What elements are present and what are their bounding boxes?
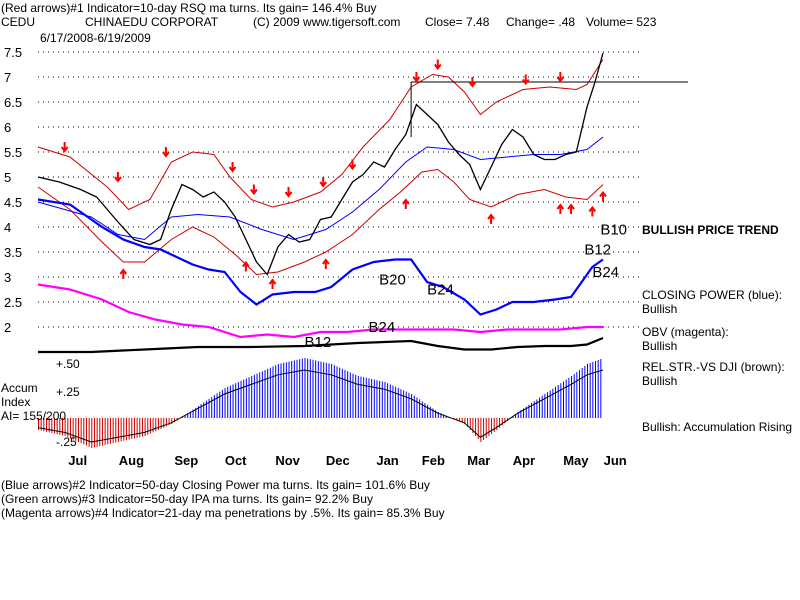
lower-band-line [37, 168, 604, 276]
red-arrow-down [521, 74, 530, 86]
x-tick-label: Sep [174, 453, 198, 468]
signal-label: B12 [305, 334, 332, 351]
y-tick-label: 7 [4, 70, 11, 85]
red-arrow-up [588, 205, 597, 217]
y-tick-label: 6.5 [4, 95, 22, 110]
header-close: Close= 7.48 [425, 15, 490, 29]
red-arrow-up [119, 268, 128, 279]
y-tick-label: 2 [4, 320, 11, 335]
red-arrow-down [284, 187, 293, 198]
accum-title-2: Index [1, 395, 31, 409]
y-tick-label: 4 [4, 220, 11, 235]
accum-ma-line [37, 369, 604, 443]
closing-power-label: CLOSING POWER (blue): [642, 288, 783, 302]
x-tick-label: Apr [513, 453, 535, 468]
red-arrow-up [556, 203, 565, 214]
x-tick-label: Dec [326, 453, 350, 468]
accum-tick-m25: -.25 [56, 435, 77, 449]
header-change: Change= .48 [506, 15, 576, 29]
accum-title-1: Accum [1, 381, 38, 395]
footer-line-2: (Blue arrows)#2 Indicator=50-day Closing… [1, 478, 430, 492]
y-tick-label: 3.5 [4, 245, 22, 260]
x-tick-label: Jun [604, 453, 627, 468]
red-arrow-down [319, 177, 327, 188]
upper-band-line [37, 59, 604, 211]
red-arrow-up [599, 190, 607, 202]
red-arrow-up [487, 213, 495, 224]
red-arrow-down [348, 159, 357, 171]
accum-tick-50: +.50 [56, 357, 80, 371]
y-tick-label: 5.5 [4, 145, 22, 160]
red-arrow-up [268, 278, 277, 289]
header-symbol: CEDU [1, 15, 36, 29]
y-tick-label: 3 [4, 270, 11, 285]
accum-ai: AI= 155/200 [1, 409, 67, 423]
x-tick-label: Mar [467, 453, 490, 468]
x-tick-label: Jan [376, 453, 398, 468]
signal-label: B10 [600, 222, 627, 239]
date-range: 6/17/2008-6/19/2009 [40, 31, 151, 45]
y-tick-label: 7.5 [4, 45, 22, 60]
closing-power-value: Bullish [642, 302, 678, 316]
accum-tick-25: +.25 [56, 385, 80, 399]
signal-label: B24 [592, 264, 619, 281]
signal-label: B12 [584, 242, 611, 259]
red-arrow-down [228, 162, 237, 173]
red-arrow-up [322, 258, 330, 269]
red-arrow-up [401, 198, 410, 209]
signal-label: B20 [379, 272, 406, 289]
footer-line-3: (Green arrows)#3 Indicator=50-day IPA ma… [1, 492, 373, 506]
obv-line [37, 283, 603, 339]
red-arrow-down [250, 184, 258, 196]
red-arrow-down [556, 72, 565, 83]
y-tick-label: 5 [4, 170, 11, 185]
closing-power-line [37, 198, 604, 316]
x-tick-label: May [563, 453, 589, 468]
red-arrow-down [468, 77, 477, 88]
header-line-1: (Red arrows)#1 Indicator=10-day RSQ ma t… [1, 1, 377, 15]
relstr-value: Bullish [642, 374, 678, 388]
header-volume: Volume= 523 [586, 15, 657, 29]
x-tick-label: Aug [119, 453, 144, 468]
y-tick-label: 2.5 [4, 295, 22, 310]
x-tick-label: Nov [275, 453, 300, 468]
footer-line-4: (Magenta arrows)#4 Indicator=21-day ma p… [1, 506, 445, 520]
red-arrow-down [412, 72, 421, 83]
red-arrow-down [433, 59, 442, 71]
red-arrow-up [242, 260, 250, 272]
signal-label: B24 [427, 282, 454, 299]
accumulation-label: Bullish: Accumulation Rising [642, 420, 793, 434]
moving-average-line [37, 136, 604, 241]
bullish-trend-label: BULLISH PRICE TREND [642, 223, 779, 237]
obv-label: OBV (magenta): [642, 325, 729, 339]
relstr-line [38, 336, 604, 354]
signal-label: B24 [368, 319, 395, 336]
y-tick-label: 6 [4, 120, 11, 135]
header-copyright: (C) 2009 www.tigersoft.com [253, 15, 401, 29]
red-arrow-down [162, 147, 170, 158]
obv-value: Bullish [642, 339, 678, 353]
price-line [37, 52, 604, 276]
y-tick-label: 4.5 [4, 195, 22, 210]
red-arrow-down [60, 142, 69, 153]
red-arrow-up [567, 203, 575, 214]
x-tick-label: Oct [225, 453, 247, 468]
x-tick-label: Jul [68, 453, 87, 468]
header-company: CHINAEDU CORPORAT [85, 15, 219, 29]
x-tick-label: Feb [422, 453, 445, 468]
relstr-label: REL.STR.-VS DJI (brown): [642, 360, 785, 374]
red-arrow-down [114, 172, 122, 183]
